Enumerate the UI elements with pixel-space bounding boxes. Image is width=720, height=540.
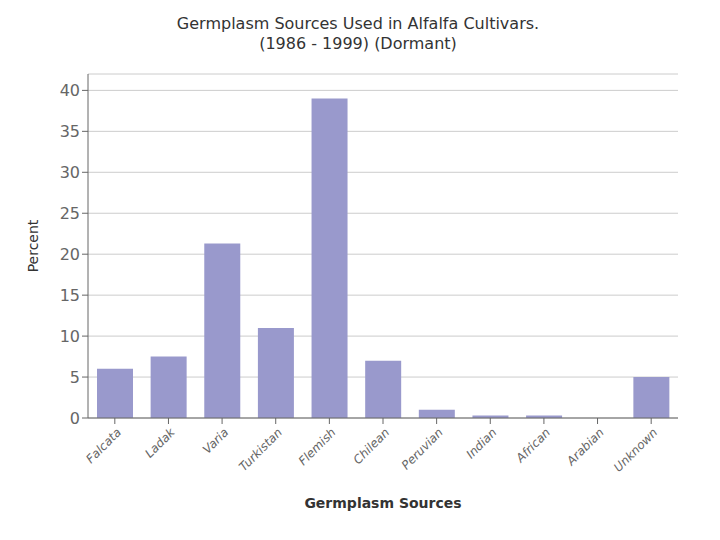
- svg-text:5: 5: [70, 368, 80, 387]
- svg-text:Percent: Percent: [25, 219, 41, 272]
- svg-text:0: 0: [70, 409, 80, 428]
- svg-text:30: 30: [60, 163, 80, 182]
- svg-text:Peruvian: Peruvian: [399, 425, 446, 472]
- svg-text:35: 35: [60, 122, 80, 141]
- svg-text:Germplasm Sources: Germplasm Sources: [304, 495, 461, 511]
- html-text:Germplasm Sources Used in Alfa: Germplasm Sources Used in Alfalfa Cultiv…: [176, 14, 540, 33]
- svg-text:20: 20: [60, 245, 80, 264]
- svg-text:10: 10: [60, 327, 80, 346]
- html-text:(1986 - 1999) (Dormant): (1986 - 1999) (Dormant): [259, 34, 457, 53]
- svg-text:Indian: Indian: [463, 425, 499, 461]
- svg-text:Varia: Varia: [200, 425, 231, 456]
- svg-text:25: 25: [60, 204, 80, 223]
- svg-text:Ladak: Ladak: [142, 425, 178, 461]
- svg-text:Chilean: Chilean: [350, 425, 392, 467]
- svg-text:40: 40: [60, 81, 80, 100]
- svg-text:Arabian: Arabian: [563, 425, 606, 468]
- svg-text:15: 15: [60, 286, 80, 305]
- svg-text:Flemish: Flemish: [296, 425, 339, 468]
- svg-text:Unknown: Unknown: [611, 425, 660, 474]
- svg-text:African: African: [513, 425, 553, 465]
- svg-text:Falcata: Falcata: [83, 425, 124, 466]
- svg-text:Turkistan: Turkistan: [236, 425, 285, 474]
